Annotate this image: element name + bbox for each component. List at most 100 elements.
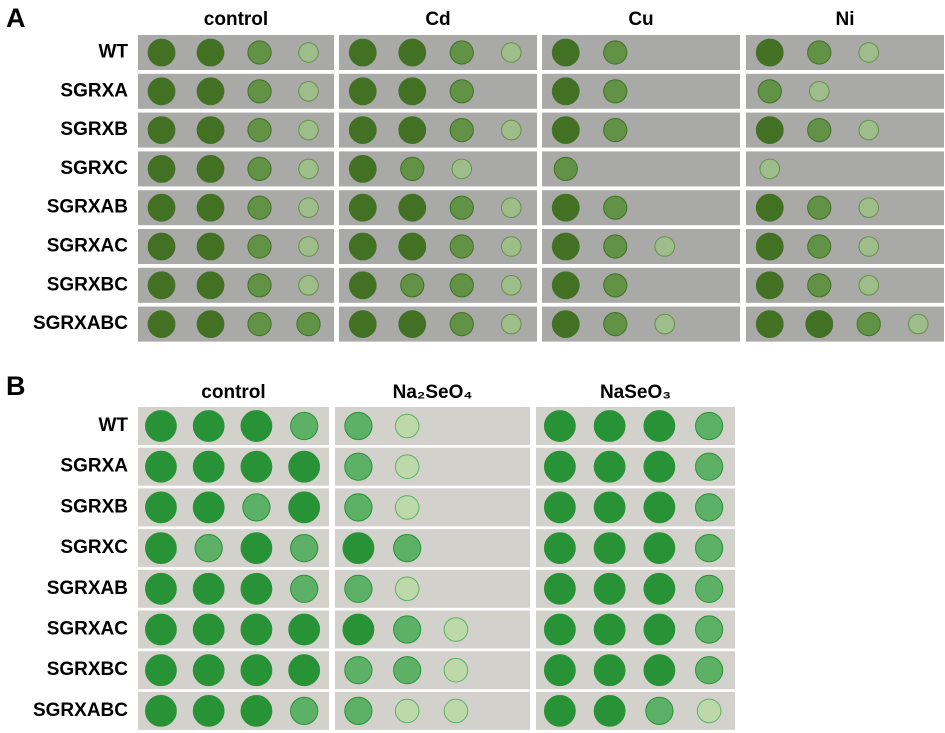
spot: [654, 236, 676, 257]
spot: [344, 574, 373, 603]
spot: [449, 234, 474, 259]
spot: [394, 454, 420, 480]
spot: [348, 232, 377, 261]
spot: [393, 615, 422, 644]
spot: [240, 613, 273, 646]
spot: [443, 617, 469, 642]
spot: [344, 493, 373, 522]
spot: [543, 613, 576, 646]
spot: [603, 79, 628, 104]
spot: [451, 158, 473, 180]
spot: [643, 654, 676, 687]
spot: [298, 236, 319, 257]
spot: [247, 273, 272, 298]
spot: [543, 410, 576, 442]
spot: [298, 158, 319, 180]
row-label: WT: [98, 415, 128, 436]
spot: [500, 119, 522, 141]
spot: [145, 572, 177, 605]
spot: [147, 77, 176, 106]
panel-label: A: [6, 3, 26, 33]
row-label: SGRXABC: [33, 700, 128, 721]
spot: [192, 450, 225, 483]
spot: [394, 698, 420, 724]
row-label: SGRXBC: [47, 659, 129, 680]
row-label: SGRXB: [60, 119, 128, 140]
column-header: Ni: [836, 9, 855, 30]
spot: [603, 195, 628, 220]
spot: [807, 273, 832, 298]
spot: [240, 450, 273, 483]
spot: [247, 79, 272, 104]
spot: [643, 613, 676, 646]
spot: [449, 195, 474, 220]
spot: [242, 493, 271, 522]
spot: [543, 654, 576, 687]
spot: [755, 193, 784, 222]
spot: [755, 116, 784, 145]
spot: [400, 156, 425, 181]
spot: [290, 534, 319, 563]
spot: [288, 491, 321, 524]
spot: [500, 313, 522, 335]
spot: [240, 695, 273, 727]
spot: [695, 615, 724, 644]
spot: [695, 574, 724, 603]
spot: [398, 193, 427, 222]
spot: [643, 450, 676, 483]
spot: [643, 410, 676, 442]
spot: [551, 193, 580, 222]
spot: [344, 411, 373, 441]
spot: [400, 273, 425, 298]
spot: [543, 695, 576, 727]
spot: [196, 155, 225, 183]
spot: [593, 572, 626, 605]
spot: [593, 450, 626, 483]
spot: [393, 656, 422, 685]
spot: [398, 116, 427, 145]
spot: [298, 275, 319, 296]
spot: [603, 312, 628, 337]
spot: [145, 450, 177, 483]
spot: [695, 411, 724, 441]
row-label: SGRXBC: [47, 274, 129, 295]
spot: [288, 613, 321, 646]
spot: [603, 234, 628, 259]
row-label: SGRXA: [60, 80, 128, 101]
spot: [196, 38, 225, 67]
spot: [858, 197, 880, 218]
spot: [342, 613, 375, 646]
spot: [858, 275, 880, 296]
spot: [348, 193, 377, 222]
spot: [500, 236, 522, 257]
row-label: SGRXB: [60, 496, 128, 517]
spot: [858, 119, 880, 141]
spot: [145, 532, 177, 564]
spot: [247, 234, 272, 259]
spot: [807, 195, 832, 220]
spot: [858, 42, 880, 63]
spot: [298, 42, 319, 63]
spot: [196, 116, 225, 145]
column-header: control: [201, 382, 265, 403]
spot: [240, 410, 273, 442]
spot: [593, 654, 626, 687]
spot: [298, 197, 319, 218]
spot: [192, 491, 225, 524]
spot: [348, 271, 377, 300]
spot: [755, 38, 784, 67]
spot: [247, 118, 272, 143]
row-label: WT: [98, 42, 128, 63]
spot: [290, 696, 319, 726]
spot: [348, 116, 377, 145]
column-header: Cu: [628, 9, 653, 30]
spot: [196, 271, 225, 300]
spot: [147, 38, 176, 67]
row-label: SGRXAC: [47, 236, 129, 257]
spot: [344, 656, 373, 685]
spot: [394, 413, 420, 439]
spot: [603, 40, 628, 65]
spot: [449, 273, 474, 298]
spot: [695, 493, 724, 522]
spot: [348, 38, 377, 67]
